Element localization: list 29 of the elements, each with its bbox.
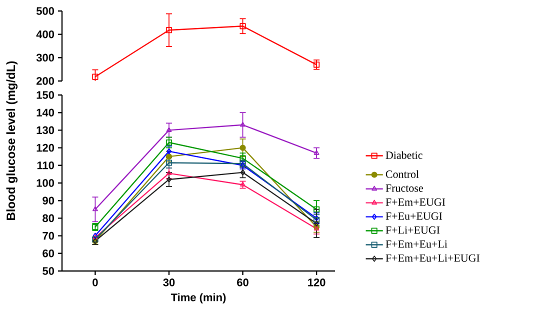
y-tick-label: 130 — [36, 126, 54, 134]
legend-label: F+Li+EUGI — [386, 226, 440, 234]
legend-label: Control — [386, 170, 419, 178]
y-tick-label: 70 — [42, 232, 54, 240]
y-tick-label: 140 — [36, 108, 54, 116]
y-axis-title: Blood glucose level (mg/dL) — [6, 61, 18, 220]
x-tick-label: 60 — [237, 278, 248, 286]
y-tick-label: 60 — [42, 250, 54, 258]
y-tick-label: 80 — [42, 214, 54, 222]
y-tick-label: 400 — [36, 30, 54, 38]
x-tick-label: 0 — [92, 278, 98, 286]
legend-label: F+Em+Eu+Li — [386, 240, 448, 248]
x-tick-label: 120 — [308, 278, 326, 286]
y-tick-label: 110 — [37, 162, 54, 170]
legend-label: Diabetic — [386, 151, 422, 159]
y-tick-label: 200 — [36, 77, 54, 85]
y-tick-label: 120 — [36, 144, 54, 152]
legend-label: Fructose — [386, 184, 423, 192]
y-tick-label: 90 — [42, 196, 54, 204]
y-tick-label: 500 — [36, 7, 54, 15]
y-tick-label: 300 — [36, 54, 54, 62]
x-axis-title: Time (min) — [170, 293, 226, 304]
y-tick-label: 100 — [36, 179, 54, 187]
legend-label: F+Em+EUGI — [386, 198, 446, 206]
y-tick-label: 50 — [42, 267, 54, 275]
x-tick-label: 30 — [163, 278, 175, 286]
legend-label: F+Em+Eu+Li+EUGI — [386, 254, 480, 262]
legend-label: F+Eu+EUGI — [386, 212, 442, 220]
y-tick-label: 150 — [36, 91, 54, 99]
